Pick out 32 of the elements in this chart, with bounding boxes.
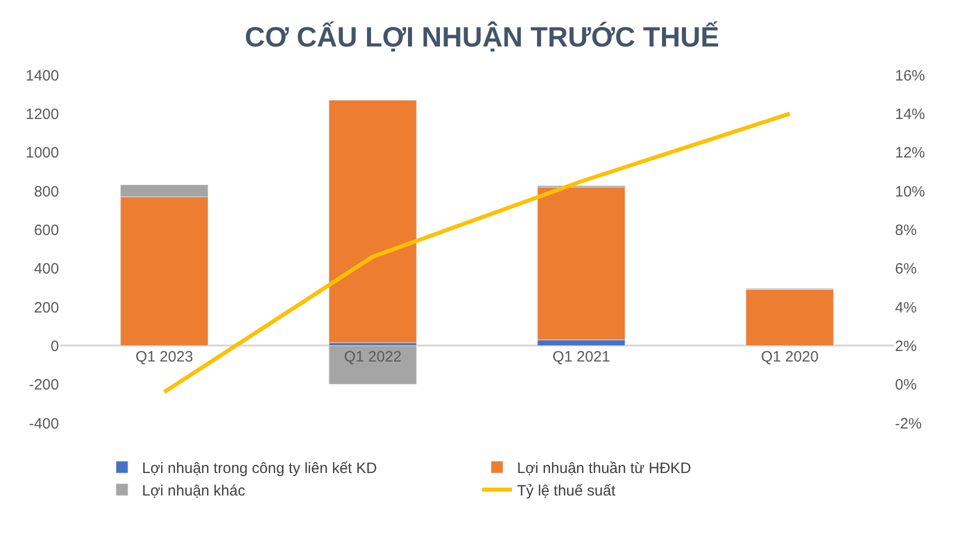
x-tick-label: Q1 2023 (135, 348, 194, 366)
y-tick-label: 600 (34, 222, 59, 239)
y2-tick-label: 14% (895, 106, 926, 123)
y-tick-label: -200 (28, 376, 59, 394)
y-tick-label: 400 (34, 260, 59, 278)
x-tick-label: Q1 2022 (344, 348, 402, 366)
x-tick-label: Q1 2021 (552, 348, 610, 366)
bar (746, 289, 834, 346)
y2-tick-label: 4% (895, 299, 917, 316)
y2-tick-label: 10% (895, 183, 926, 200)
y-tick-label: 0 (50, 338, 59, 355)
y-tick-label: 200 (34, 299, 59, 316)
legend-label: Tỷ lệ thuế suất (517, 482, 616, 500)
y2-tick-label: 6% (895, 260, 917, 278)
y-tick-label: 1400 (26, 67, 59, 84)
y2-tick-label: 0% (895, 376, 917, 394)
bar (328, 100, 417, 344)
y2-tick-label: 8% (895, 222, 917, 239)
legend-label: Lợi nhuận thuần từ HĐKD (517, 460, 692, 477)
legend-label: Lợi nhuận trong công ty liên kết KD (142, 460, 378, 477)
y2-tick-label: 12% (895, 144, 926, 162)
y-tick-label: 800 (34, 183, 59, 200)
y-tick-label: 1200 (26, 106, 59, 123)
chart-title: CƠ CẤU LỢI NHUẬN TRƯỚC THUẾ (244, 20, 720, 52)
y2-tick-label: 16% (895, 67, 926, 84)
legend-label: Lợi nhuận khác (142, 482, 246, 500)
y-tick-label: -400 (28, 415, 59, 432)
y-tick-label: 1000 (26, 144, 59, 162)
x-tick-label: Q1 2020 (760, 348, 819, 366)
y2-tick-label: -2% (895, 415, 922, 432)
y2-tick-label: 2% (895, 338, 917, 355)
bar (328, 345, 417, 385)
